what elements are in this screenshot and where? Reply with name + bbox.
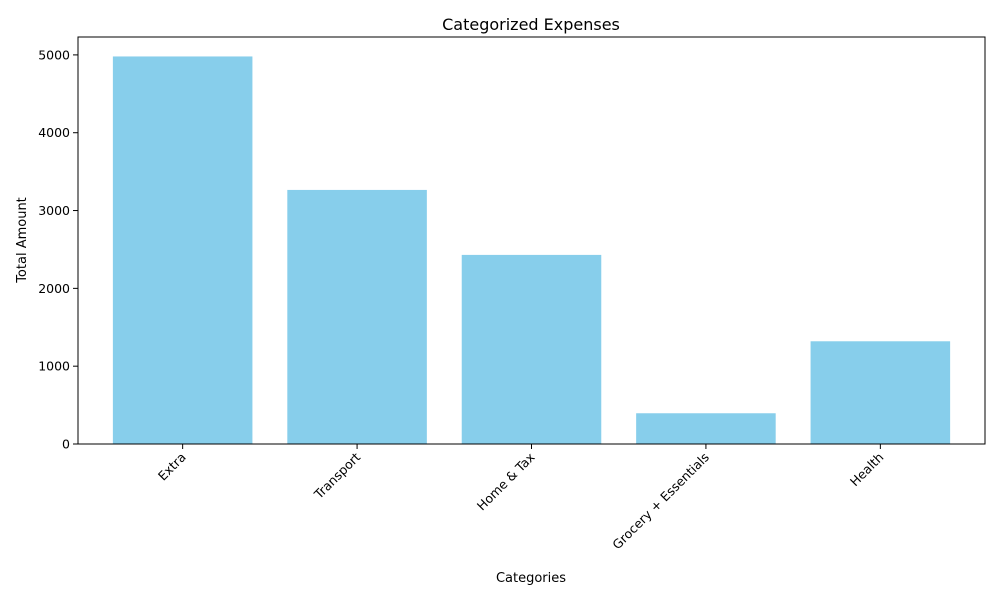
y-tick-label: 2000 (38, 281, 70, 296)
y-axis-label: Total Amount (15, 197, 30, 284)
y-tick-label: 4000 (38, 125, 70, 140)
y-tick-label: 0 (62, 437, 70, 452)
y-tick-label: 1000 (38, 359, 70, 374)
bar-extra (112, 56, 253, 445)
y-tick-label: 3000 (38, 203, 70, 218)
bar-grocery-essentials (636, 413, 776, 444)
y-tick-label: 5000 (38, 47, 70, 62)
bar-health (810, 341, 951, 444)
bars-layer (112, 56, 951, 445)
y-axis-ticks: 0 1000 2000 3000 4000 5000 (38, 47, 78, 452)
x-tick-label: Home & Tax (474, 450, 538, 514)
x-axis-label: Categories (496, 571, 566, 586)
bar-home-tax (461, 254, 602, 444)
plot-frame (77, 36, 986, 445)
bar-transport (287, 189, 427, 444)
chart-title: Categorized Expenses (442, 15, 620, 34)
x-axis-ticks: Extra Transport Home & Tax Grocery + Essent… (155, 444, 887, 553)
x-tick-label: Grocery + Essentials (609, 450, 712, 553)
x-tick-label: Health (847, 450, 887, 490)
x-tick-label: Transport (310, 449, 363, 502)
x-tick-label: Extra (155, 450, 189, 484)
